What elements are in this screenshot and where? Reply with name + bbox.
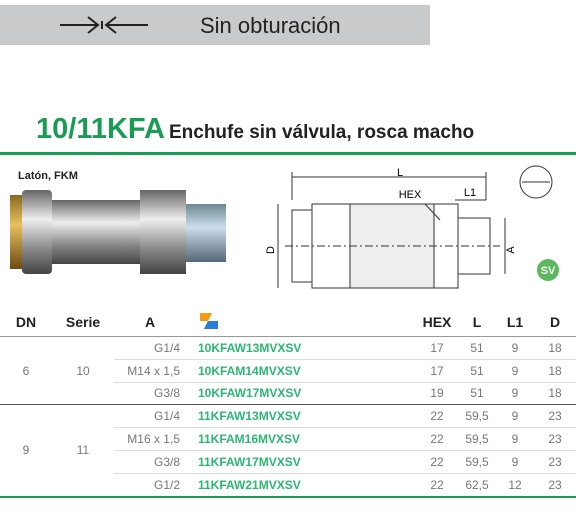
- cell-serie: 10: [52, 336, 114, 406]
- cell: 23: [534, 427, 576, 451]
- row: M14 x 1,5 10KFAM14MVXSV 17 51 9 18: [0, 359, 576, 383]
- part-number: 10KFAM14MVXSV: [186, 359, 416, 383]
- part-number: 10KFAW13MVXSV: [186, 336, 416, 360]
- cell-dn: 9: [0, 404, 52, 498]
- row: G3/8 10KFAW17MVXSV 19 51 9 18: [0, 382, 576, 406]
- cell: 9: [496, 382, 534, 406]
- logo: [200, 312, 218, 329]
- cell: 59,5: [458, 404, 496, 429]
- cell: 23: [534, 450, 576, 474]
- cell: 51: [458, 336, 496, 360]
- cell: 9: [496, 336, 534, 360]
- illustration: L HEX L1 D A SV: [10, 165, 559, 289]
- dim-hex: HEX: [399, 189, 422, 201]
- row: 6 10 G1/4 10KFAW13MVXSV 17 51 9 18: [0, 336, 576, 406]
- cell: 9: [496, 359, 534, 383]
- part-number: 11KFAW13MVXSV: [186, 404, 416, 429]
- cell: M14 x 1,5: [114, 359, 186, 383]
- cell: 22: [416, 473, 458, 498]
- cell: 22: [416, 404, 458, 429]
- cell: 59,5: [458, 450, 496, 474]
- cell: G3/8: [114, 382, 186, 406]
- dim-l: L: [397, 167, 403, 179]
- cell: 59,5: [458, 427, 496, 451]
- cell: G3/8: [114, 450, 186, 474]
- table: DN Serie A HEX L L1 D 6 10 G1/4 10KFAW13MVXSV 17 51 9…: [0, 308, 576, 498]
- cell: 18: [534, 336, 576, 360]
- part-number: 11KFAW17MVXSV: [186, 450, 416, 474]
- row: 9 11 G1/4 11KFAW13MVXSV 22 59,5 9 23: [0, 404, 576, 498]
- column-header: HEX: [416, 308, 458, 337]
- title-text: Enchufe sin válvula, rosca macho: [168, 122, 475, 143]
- column-header: A: [114, 308, 186, 337]
- column-header: L1: [496, 308, 534, 337]
- cell: 9: [496, 450, 534, 474]
- cell: 12: [496, 473, 534, 498]
- dim-l1: L1: [464, 187, 476, 199]
- row: M16 x 1,5 11KFAM16MVXSV 22 59,5 9 23: [0, 427, 576, 451]
- cell: G1/4: [114, 336, 186, 360]
- title: 10/11KFA Enchufe sin válvula, rosca macho: [36, 113, 474, 146]
- cell: 51: [458, 359, 496, 383]
- cell-serie: 11: [52, 404, 114, 498]
- cell: 62,5: [458, 473, 496, 498]
- part-number: 11KFAW21MVXSV: [186, 473, 416, 498]
- cell: 18: [534, 359, 576, 383]
- banner-text: Sin obturación: [200, 13, 341, 38]
- dim-d: D: [265, 246, 277, 254]
- cell: G1/2: [114, 473, 186, 498]
- logo-col: [186, 308, 416, 337]
- part-number: 11KFAM16MVXSV: [186, 427, 416, 451]
- cell: 51: [458, 382, 496, 406]
- column-header: D: [534, 308, 576, 337]
- material: Latón, FKM: [18, 170, 78, 182]
- cell: 9: [496, 427, 534, 451]
- cell: 17: [416, 336, 458, 360]
- cell-dn: 6: [0, 336, 52, 406]
- cell: 22: [416, 450, 458, 474]
- part-number: 10KFAW17MVXSV: [186, 382, 416, 406]
- row: G3/8 11KFAW17MVXSV 22 59,5 9 23: [0, 450, 576, 474]
- cell: 23: [534, 404, 576, 429]
- title-code: 10/11KFA: [36, 113, 165, 145]
- cell: 22: [416, 427, 458, 451]
- badge: SV: [541, 265, 556, 277]
- banner: Sin obturación: [0, 5, 430, 45]
- cell: 9: [496, 404, 534, 429]
- cell: 18: [534, 382, 576, 406]
- rule: [0, 152, 576, 155]
- cell: 23: [534, 473, 576, 498]
- symbol: [60, 16, 148, 34]
- column-header: L: [458, 308, 496, 337]
- dim-a: A: [505, 246, 517, 254]
- column-header: DN: [0, 308, 52, 337]
- column-header: Serie: [52, 308, 114, 337]
- cell: 17: [416, 359, 458, 383]
- cell: G1/4: [114, 404, 186, 429]
- row: G1/2 11KFAW21MVXSV 22 62,5 12 23: [0, 473, 576, 498]
- cell: 19: [416, 382, 458, 406]
- cell: M16 x 1,5: [114, 427, 186, 451]
